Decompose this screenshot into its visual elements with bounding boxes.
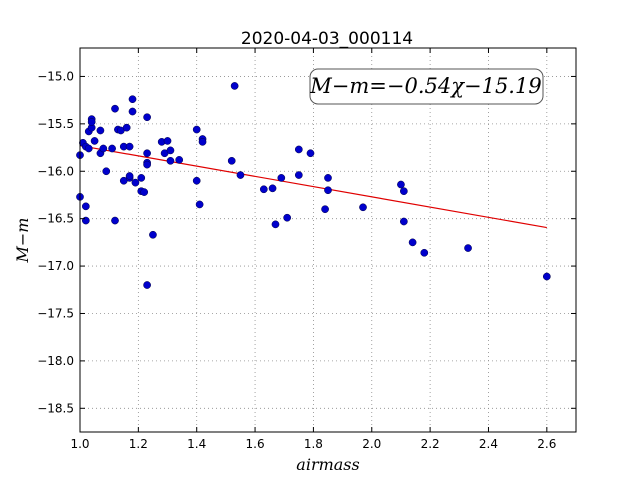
data-point	[143, 160, 151, 169]
data-point	[324, 186, 332, 195]
data-point	[294, 171, 303, 179]
data-point	[143, 113, 151, 122]
x-tick-label: 2.0	[362, 437, 381, 451]
y-tick-label: −16.0	[37, 164, 74, 178]
data-point	[128, 107, 137, 116]
data-point	[143, 281, 151, 289]
data-point	[102, 167, 111, 176]
data-point	[166, 146, 175, 155]
data-point	[90, 137, 99, 145]
x-tick-label: 1.0	[70, 437, 89, 451]
x-tick-label: 1.8	[304, 437, 323, 451]
data-point	[359, 203, 367, 212]
data-point	[143, 149, 151, 158]
fit-line-group	[79, 145, 547, 229]
data-point	[84, 144, 93, 153]
data-point	[137, 174, 146, 182]
y-tick-label: −15.5	[37, 117, 74, 131]
y-tick-label: −18.0	[37, 354, 74, 368]
x-tick-label: 1.6	[246, 437, 265, 451]
data-point	[192, 176, 201, 185]
axis-ticks: 1.0 1.2 1.4 1.6 1.8 2.0 2.2 2.4 2.6 −15.0 −15.5 −16…	[37, 48, 576, 451]
x-tick-label: 2.2	[421, 437, 440, 451]
data-point	[99, 144, 108, 153]
plot-frame	[79, 47, 577, 433]
y-tick-label: −15.0	[37, 69, 74, 83]
data-point	[163, 137, 172, 145]
chart-title: 2020-04-03_000114	[241, 29, 413, 49]
grid	[79, 48, 576, 432]
data-point	[230, 82, 239, 90]
data-point	[277, 174, 286, 182]
data-point	[400, 217, 408, 226]
data-point	[464, 244, 472, 252]
data-point	[283, 213, 292, 222]
data-point	[195, 200, 204, 209]
data-points	[76, 82, 551, 289]
data-point	[268, 184, 277, 193]
data-point	[122, 123, 131, 132]
data-point	[198, 138, 207, 146]
data-point	[125, 142, 134, 151]
data-point	[166, 156, 175, 165]
x-tick-label: 1.4	[187, 437, 206, 451]
y-tick-label: −17.5	[37, 306, 74, 320]
data-point	[259, 185, 268, 194]
data-point	[111, 216, 119, 225]
data-point	[140, 188, 149, 196]
data-point	[125, 172, 134, 180]
x-axis-label: airmass	[296, 455, 359, 474]
data-point	[294, 145, 303, 154]
data-point	[131, 178, 140, 187]
data-point	[397, 180, 405, 189]
data-point	[87, 118, 96, 126]
data-point	[271, 220, 280, 229]
data-point	[81, 202, 90, 211]
data-point	[175, 156, 184, 164]
data-point	[192, 125, 201, 134]
data-point	[400, 187, 408, 196]
x-tick-label: 1.2	[129, 437, 148, 451]
annotation-box	[309, 68, 544, 105]
y-axis-label: M−m	[13, 218, 32, 264]
data-point	[321, 205, 329, 214]
y-tick-label: −17.0	[37, 259, 74, 273]
data-point	[236, 171, 245, 179]
data-point	[128, 95, 137, 104]
y-tick-label: −16.5	[37, 212, 74, 226]
fit-line	[79, 145, 547, 229]
x-tick-label: 2.6	[537, 437, 556, 451]
data-point	[227, 156, 236, 165]
data-point	[408, 238, 417, 247]
annotation-text: M−m=−0.54χ−15.19	[309, 74, 541, 98]
data-point	[81, 216, 90, 225]
data-point	[149, 230, 157, 239]
data-point	[306, 149, 315, 158]
equation-annotation: M−m=−0.54χ−15.19	[309, 68, 544, 105]
data-point	[111, 104, 119, 113]
data-point	[108, 144, 116, 153]
x-tick-label: 2.4	[479, 437, 498, 451]
data-point	[96, 126, 105, 135]
data-point	[542, 272, 551, 281]
data-point	[324, 174, 332, 182]
y-tick-label: −18.5	[37, 401, 74, 415]
data-point	[420, 248, 429, 257]
